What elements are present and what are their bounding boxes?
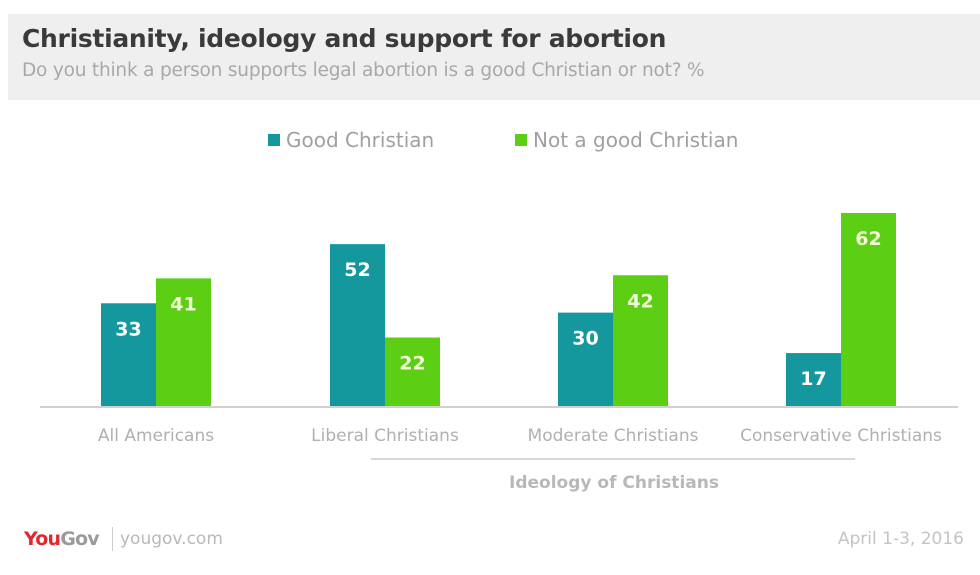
chart-subtitle: Do you think a person supports legal abo… — [22, 60, 705, 81]
legend-item-not-good-christian: Not a good Christian — [515, 128, 738, 152]
footer-divider — [112, 527, 113, 551]
bar-moderate-christians-good-christian — [558, 312, 613, 406]
bar-all-americans-not-a-good-christian — [156, 278, 211, 406]
chart-title: Christianity, ideology and support for a… — [22, 24, 667, 53]
logo-gov: Gov — [60, 528, 99, 550]
footer-site: yougov.com — [120, 529, 223, 549]
survey-date: April 1-3, 2016 — [837, 529, 964, 549]
chart-legend: Good Christian Not a good Christian — [0, 128, 980, 158]
legend-swatch-good-christian — [268, 134, 280, 146]
category-label-conservative-christians: Conservative Christians — [740, 426, 942, 446]
value-label-all-americans-good-christian: 33 — [115, 318, 141, 340]
bar-all-americans-good-christian — [101, 303, 156, 406]
value-label-moderate-christians-good-christian: 30 — [572, 328, 598, 350]
bar-conservative-christians-good-christian — [786, 353, 841, 406]
value-label-liberal-christians-good-christian: 52 — [344, 259, 370, 281]
bar-moderate-christians-not-a-good-christian — [613, 275, 668, 406]
value-label-all-americans-not-a-good-christian: 41 — [170, 293, 196, 315]
legend-swatch-not-good-christian — [515, 134, 527, 146]
chart-header: Christianity, ideology and support for a… — [8, 14, 980, 100]
bar-liberal-christians-not-a-good-christian — [385, 337, 440, 406]
bar-liberal-christians-good-christian — [330, 244, 385, 406]
category-label-liberal-christians: Liberal Christians — [311, 426, 459, 446]
logo-you: You — [24, 528, 61, 550]
group-label-ideology: Ideology of Christians — [509, 473, 719, 493]
yougov-logo: YouGov — [24, 528, 100, 550]
value-label-conservative-christians-good-christian: 17 — [800, 368, 826, 390]
category-label-moderate-christians: Moderate Christians — [528, 426, 699, 446]
value-label-conservative-christians-not-a-good-christian: 62 — [855, 228, 881, 250]
legend-label: Not a good Christian — [533, 128, 739, 152]
bar-conservative-christians-not-a-good-christian — [841, 213, 896, 406]
value-label-moderate-christians-not-a-good-christian: 42 — [627, 290, 653, 312]
value-label-liberal-christians-not-a-good-christian: 22 — [399, 353, 425, 375]
legend-label: Good Christian — [286, 128, 435, 152]
legend-item-good-christian: Good Christian — [268, 128, 434, 152]
category-label-all-americans: All Americans — [98, 426, 214, 446]
